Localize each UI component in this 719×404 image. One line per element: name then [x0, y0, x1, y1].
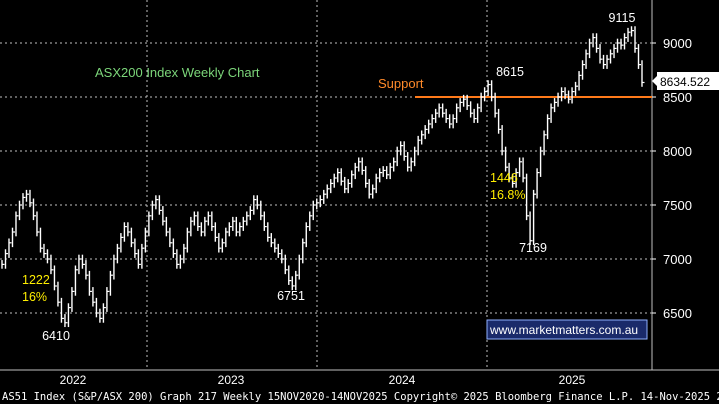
watermark-box	[486, 319, 648, 340]
support-label: Support	[378, 76, 424, 91]
grid-lines	[0, 0, 719, 371]
x-axis: 2022 2023 2024 2025	[60, 373, 586, 387]
annotations: 9115 8615 7169 6751 6410 1222 16% 1446 16.8%	[22, 11, 635, 343]
x-tick-label: 2024	[389, 373, 416, 387]
footer-text: AS51 Index (S&P/ASX 200) Graph 217 Weekl…	[2, 391, 719, 403]
last-value-tag: 8634.522	[652, 72, 719, 90]
extreme-label: 6410	[42, 329, 70, 343]
extreme-label: 7169	[519, 241, 547, 255]
x-tick-label: 2025	[559, 373, 586, 387]
last-value: 8634.522	[660, 75, 710, 89]
x-tick-label: 2023	[218, 373, 245, 387]
extreme-label: 9115	[609, 11, 636, 25]
y-tick-label: 7000	[663, 252, 692, 267]
chart-title: ASX200 Index Weekly Chart	[95, 65, 260, 80]
y-tick-label: 8500	[663, 90, 692, 105]
y-axis: 6500 7000 7500 8000 8500 9000	[652, 36, 692, 321]
move-label: 1222	[22, 273, 50, 287]
x-tick-label: 2022	[60, 373, 87, 387]
move-label: 16.8%	[490, 188, 525, 202]
price-series	[1, 26, 645, 328]
move-label: 1446	[490, 171, 518, 185]
move-label: 16%	[22, 290, 47, 304]
watermark: www.marketmatters.com.au	[486, 319, 648, 340]
last-value-box	[657, 72, 719, 90]
watermark-text: www.marketmatters.com.au	[489, 323, 638, 337]
extreme-label: 8615	[496, 65, 524, 79]
y-tick-label: 9000	[663, 36, 692, 51]
y-tick-label: 6500	[663, 306, 692, 321]
y-tick-label: 7500	[663, 198, 692, 213]
extreme-label: 6751	[277, 289, 305, 303]
last-value-pointer	[652, 76, 657, 86]
y-tick-label: 8000	[663, 144, 692, 159]
